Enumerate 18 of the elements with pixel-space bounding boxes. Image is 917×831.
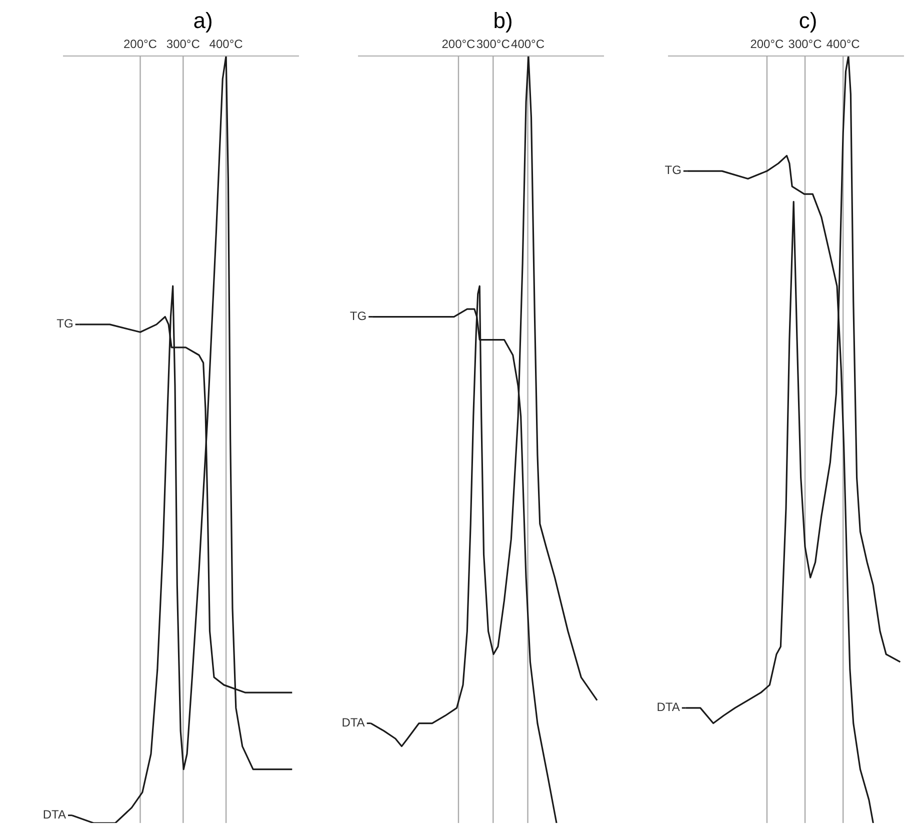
legend-label: DTA bbox=[656, 700, 680, 714]
x-tick-label: 200°C bbox=[442, 37, 476, 51]
x-tick-label: 400°C bbox=[826, 37, 860, 51]
x-tick-label: 400°C bbox=[209, 37, 244, 51]
x-tick-label: 300°C bbox=[788, 37, 822, 51]
legend-label: DTA bbox=[42, 808, 66, 822]
x-tick-label: 400°C bbox=[511, 37, 545, 51]
chart-title: c) bbox=[798, 8, 818, 34]
x-tick-label: 200°C bbox=[750, 37, 784, 51]
chart-title: b) bbox=[492, 8, 514, 34]
legend-label: DTA bbox=[342, 715, 365, 730]
chart-title: a) bbox=[192, 8, 214, 34]
legend-label: TG bbox=[350, 308, 367, 323]
x-tick-label: 200°C bbox=[123, 37, 158, 51]
x-tick-label: 300°C bbox=[476, 37, 510, 51]
legend-label: TG bbox=[56, 316, 74, 331]
x-tick-label: 300°C bbox=[166, 37, 200, 51]
legend-label: TG bbox=[664, 163, 682, 178]
